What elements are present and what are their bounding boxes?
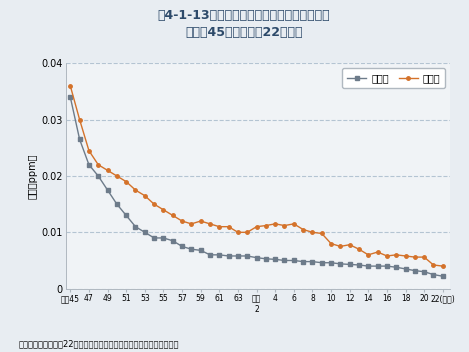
一般局 bbox=[95, 174, 101, 178]
一般局 bbox=[235, 254, 241, 258]
一般局 bbox=[412, 269, 418, 273]
自排局 bbox=[95, 163, 101, 167]
一般局 bbox=[347, 262, 353, 266]
一般局 bbox=[123, 213, 129, 218]
一般局 bbox=[226, 254, 231, 258]
自排局 bbox=[77, 118, 83, 122]
一般局 bbox=[142, 230, 148, 234]
一般局 bbox=[431, 272, 436, 277]
自排局 bbox=[300, 227, 306, 232]
一般局 bbox=[272, 257, 278, 262]
自排局 bbox=[207, 222, 213, 226]
自排局 bbox=[272, 222, 278, 226]
自排局 bbox=[170, 213, 175, 218]
一般局 bbox=[151, 236, 157, 240]
一般局 bbox=[160, 236, 166, 240]
自排局 bbox=[123, 180, 129, 184]
Text: 資料：環境省「平成22年度大気氚染状況について（報道発表資料）」: 資料：環境省「平成22年度大気氚染状況について（報道発表資料）」 bbox=[19, 339, 179, 348]
自排局 bbox=[393, 253, 399, 257]
自排局 bbox=[142, 194, 148, 198]
自排局 bbox=[347, 243, 353, 247]
一般局 bbox=[86, 163, 92, 167]
一般局 bbox=[189, 247, 194, 251]
一般局 bbox=[421, 270, 427, 274]
自排局 bbox=[244, 230, 250, 234]
自排局 bbox=[254, 225, 259, 229]
一般局 bbox=[291, 258, 296, 263]
Line: 自排局: 自排局 bbox=[68, 84, 445, 268]
自排局 bbox=[282, 224, 287, 228]
一般局 bbox=[403, 267, 408, 271]
自排局 bbox=[189, 222, 194, 226]
自排局 bbox=[114, 174, 120, 178]
一般局 bbox=[198, 248, 204, 252]
一般局 bbox=[170, 239, 175, 243]
一般局 bbox=[356, 263, 362, 267]
一般局 bbox=[179, 244, 185, 249]
一般局 bbox=[300, 259, 306, 264]
一般局 bbox=[263, 257, 269, 261]
一般局 bbox=[365, 264, 371, 268]
自排局 bbox=[105, 168, 110, 172]
一般局 bbox=[375, 264, 380, 268]
一般局 bbox=[114, 202, 120, 206]
自排局 bbox=[226, 225, 231, 229]
自排局 bbox=[68, 84, 73, 88]
一般局 bbox=[328, 260, 334, 265]
自排局 bbox=[319, 231, 325, 235]
自排局 bbox=[179, 219, 185, 223]
一般局 bbox=[217, 253, 222, 257]
自排局 bbox=[403, 254, 408, 258]
自排局 bbox=[440, 264, 446, 268]
一般局 bbox=[68, 95, 73, 99]
自排局 bbox=[151, 202, 157, 206]
自排局 bbox=[217, 225, 222, 229]
自排局 bbox=[412, 255, 418, 259]
一般局 bbox=[440, 274, 446, 278]
自排局 bbox=[263, 224, 269, 228]
一般局 bbox=[338, 262, 343, 266]
一般局 bbox=[77, 137, 83, 142]
Legend: 一般局, 自排局: 一般局, 自排局 bbox=[342, 68, 446, 88]
自排局 bbox=[421, 255, 427, 259]
Line: 一般局: 一般局 bbox=[68, 95, 445, 278]
自排局 bbox=[160, 208, 166, 212]
自排局 bbox=[365, 253, 371, 257]
Y-axis label: 濃度（ppm）: 濃度（ppm） bbox=[27, 153, 37, 199]
自排局 bbox=[356, 247, 362, 251]
自排局 bbox=[133, 188, 138, 192]
自排局 bbox=[235, 230, 241, 234]
一般局 bbox=[310, 259, 315, 264]
一般局 bbox=[105, 188, 110, 192]
Text: （昭和45年度～平成22年度）: （昭和45年度～平成22年度） bbox=[185, 26, 303, 39]
一般局 bbox=[393, 265, 399, 269]
自排局 bbox=[291, 222, 296, 226]
一般局 bbox=[133, 225, 138, 229]
一般局 bbox=[254, 256, 259, 260]
自排局 bbox=[384, 254, 390, 258]
一般局 bbox=[319, 260, 325, 265]
一般局 bbox=[384, 264, 390, 268]
Text: 围4-1-13　二酸化硫黄濃度の年平均値の推移: 围4-1-13 二酸化硫黄濃度の年平均値の推移 bbox=[158, 9, 330, 22]
自排局 bbox=[375, 250, 380, 254]
一般局 bbox=[207, 253, 213, 257]
自排局 bbox=[86, 149, 92, 153]
自排局 bbox=[338, 244, 343, 249]
自排局 bbox=[198, 219, 204, 223]
自排局 bbox=[431, 263, 436, 267]
一般局 bbox=[244, 254, 250, 258]
一般局 bbox=[282, 258, 287, 263]
自排局 bbox=[310, 230, 315, 234]
自排局 bbox=[328, 241, 334, 246]
